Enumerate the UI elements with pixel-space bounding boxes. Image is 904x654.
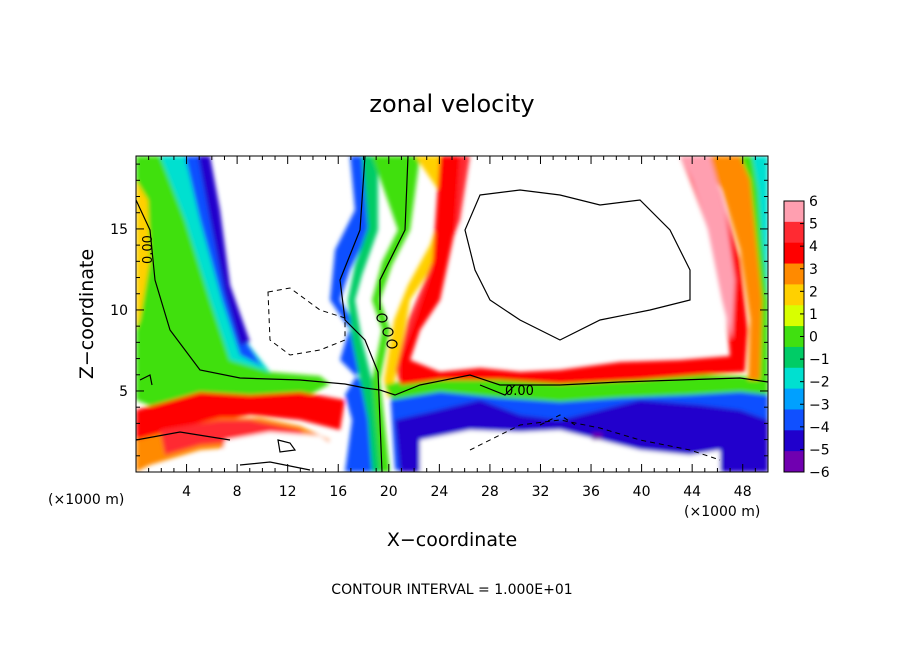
colorbar-tick-label: 3	[809, 262, 818, 278]
x-tick-label: 48	[734, 484, 752, 500]
x-unit-label-right: (×1000 m)	[684, 504, 760, 520]
velocity-field	[136, 156, 768, 472]
colorbar-tick-label: 6	[809, 194, 818, 210]
x-tick-label: 16	[329, 484, 347, 500]
colorbar-tick-label: 1	[809, 307, 818, 323]
x-tick-label: 32	[532, 484, 550, 500]
colorbar-tick-label: −2	[809, 375, 830, 391]
y-tick-label: 5	[119, 384, 128, 400]
contour-lines	[136, 156, 768, 472]
x-unit-label-left: (×1000 m)	[48, 492, 124, 508]
colorbar-tick-label: −1	[809, 352, 830, 368]
x-tick-label: 40	[633, 484, 651, 500]
colorbar-tick-label: 4	[809, 239, 818, 255]
x-tick-label: 24	[430, 484, 448, 500]
colorbar-tick-label: −4	[809, 420, 830, 436]
chart-title: zonal velocity	[369, 90, 534, 118]
colorbar-tick-label: −5	[809, 442, 830, 458]
colorbar-swatch	[784, 388, 804, 410]
x-tick-label: 12	[279, 484, 297, 500]
colorbar-swatch	[784, 263, 804, 285]
colorbar-swatch	[784, 242, 804, 265]
colorbar-swatch	[784, 430, 804, 452]
colorbar-swatch	[784, 409, 804, 431]
dashed-contours	[267, 287, 721, 461]
colorbar-swatch	[784, 346, 804, 369]
colorbar-swatch	[784, 305, 804, 327]
x-tick-label: 28	[481, 484, 499, 500]
colorbar-tick-label: 5	[809, 217, 818, 233]
colorbar-swatch	[784, 201, 804, 223]
colorbar-swatch	[784, 367, 804, 390]
x-tick-label: 36	[582, 484, 600, 500]
y-tick-label: 10	[110, 303, 128, 319]
colorbar-swatch	[784, 284, 804, 306]
x-axis-label: X−coordinate	[387, 529, 517, 551]
x-tick-label: 20	[380, 484, 398, 500]
colorbar-swatch	[784, 451, 804, 473]
y-tick-label: 15	[110, 222, 128, 238]
colorbar-swatch	[784, 326, 804, 348]
x-axis-ticks: 4 8 12 16 20 24 28 32 36 40 44 48	[135, 156, 769, 500]
colorbar-tick-label: −6	[809, 465, 830, 481]
colorbar-tick-label: 2	[809, 284, 818, 300]
contour-label-zero-right: 0.00	[505, 384, 534, 399]
x-tick-label: 4	[182, 484, 191, 500]
colorbar-tick-label: 0	[809, 330, 818, 346]
y-axis-ticks: 5 10 15	[110, 163, 768, 473]
y-axis-label: Z−coordinate	[76, 249, 98, 379]
contour-label-zero-left: 0.00	[141, 235, 156, 264]
contour-interval-note: CONTOUR INTERVAL = 1.000E+01	[331, 582, 572, 598]
x-tick-label: 44	[683, 484, 701, 500]
x-tick-label: 8	[233, 484, 242, 500]
colorbar-tick-label: −3	[809, 397, 830, 413]
colorbar-swatch	[784, 221, 804, 244]
colorbar: 6 5 4 3 2 1 0 −1 −2 −3 −4 −5 −6	[783, 194, 830, 481]
